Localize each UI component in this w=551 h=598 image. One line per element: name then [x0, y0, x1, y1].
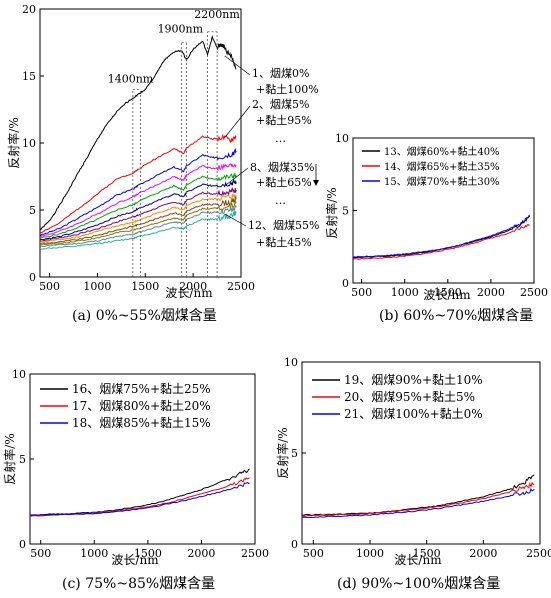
series-line — [39, 163, 237, 238]
y-tick-label: 0 — [291, 538, 298, 551]
x-tick-label: 500 — [303, 547, 324, 560]
chart-panel-b: 500 1000 1500 2000 2500 0 5 10 波长/nm 反射率/% 13、烟煤60… — [324, 132, 548, 302]
x-tick-label: 2000 — [477, 286, 505, 299]
x-tick-label: 2500 — [227, 280, 255, 293]
x-tick-label: 500 — [351, 286, 372, 299]
label-leader-line — [224, 213, 247, 227]
sample-label: … — [275, 132, 286, 145]
y-tick-label: 20 — [22, 3, 36, 16]
x-tick-label: 1000 — [80, 547, 108, 560]
chart-panel-a: 500 1000 1500 2000 2500 0 5 10 15 20 波长/nm 反射率/% 140… — [6, 3, 319, 300]
y-tick-label: 5 — [29, 204, 36, 217]
x-axis-label: 波长/nm — [394, 553, 442, 567]
y-tick-label: 0 — [29, 271, 36, 284]
legend-label: 14、烟煤65%+黏土35% — [384, 160, 500, 173]
legend-label: 21、烟煤100%+黏土0% — [344, 407, 483, 421]
series-line — [39, 178, 237, 241]
series-line — [39, 186, 237, 242]
chart-panel-d: 500 1000 1500 2000 2500 0 5 10 波长/nm 反射率/% 19、烟煤90… — [275, 356, 551, 567]
series-line — [39, 147, 237, 237]
peak-label: 1900nm — [158, 22, 204, 35]
y-tick-label: 10 — [335, 132, 349, 145]
x-tick-label: 1500 — [413, 547, 441, 560]
sample-label: … — [275, 194, 286, 207]
sample-label: +黏土45% — [256, 235, 312, 249]
sample-label: 8、烟煤35% — [250, 160, 314, 174]
caption-b: (b) 60%~70%烟煤含量 — [379, 308, 534, 324]
x-tick-label: 1000 — [83, 280, 111, 293]
plot-frame — [352, 137, 535, 284]
x-axis-label: 波长/nm — [165, 286, 213, 300]
sample-label: +黏土95% — [256, 113, 312, 127]
caption-c: (c) 75%~85%烟煤含量 — [62, 576, 216, 592]
peak-label: 2200nm — [194, 8, 240, 21]
series-line — [39, 133, 237, 234]
y-tick-label: 0 — [342, 277, 349, 290]
legend-label: 17、烟煤80%+黏土20% — [72, 399, 211, 413]
series-line — [29, 482, 250, 516]
series-line — [352, 223, 530, 260]
x-axis-label: 波长/nm — [111, 553, 159, 567]
legend-label: 16、烟煤75%+黏土25% — [72, 382, 211, 396]
y-tick-label: 15 — [22, 70, 36, 83]
series-line — [352, 215, 530, 259]
sample-label: 1、烟煤0% — [252, 66, 309, 80]
chart-panel-c: 500 1000 1500 2000 2500 0 5 10 波长/nm 反射率/% 16、烟煤75… — [2, 368, 269, 567]
x-tick-label: 2000 — [469, 547, 497, 560]
y-tick-label: 5 — [291, 447, 298, 460]
x-tick-label: 500 — [39, 280, 60, 293]
y-tick-label: 5 — [342, 205, 349, 218]
legend-label: 15、烟煤70%+黏土30% — [384, 175, 500, 188]
x-tick-label: 2000 — [187, 547, 215, 560]
sample-label: 12、烟煤55% — [248, 218, 319, 232]
y-tick-label: 10 — [22, 137, 36, 150]
series-line — [352, 214, 531, 258]
x-tick-label: 500 — [30, 547, 51, 560]
x-tick-label: 1500 — [434, 286, 462, 299]
y-axis-label: 反射率/% — [6, 117, 21, 168]
y-tick-label: 0 — [19, 538, 26, 551]
series-line — [301, 481, 535, 517]
x-tick-label: 1000 — [356, 547, 384, 560]
y-axis-label: 反射率/% — [275, 427, 290, 478]
label-leader-line — [224, 105, 251, 138]
x-tick-label: 1500 — [134, 547, 162, 560]
legend-label: 19、烟煤90%+黏土10% — [344, 373, 483, 387]
x-tick-label: 1500 — [131, 280, 159, 293]
caption-a: (a) 0%~55%烟煤含量 — [72, 308, 217, 324]
x-tick-label: 2500 — [526, 547, 551, 560]
y-axis-label: 反射率/% — [324, 187, 339, 238]
x-tick-label: 2500 — [241, 547, 269, 560]
label-leader-line — [224, 55, 251, 76]
series-line — [301, 487, 535, 519]
y-tick-label: 10 — [12, 368, 26, 381]
legend-label: 20、烟煤95%+黏土5% — [344, 390, 475, 404]
sample-label: 2、烟煤5% — [252, 97, 309, 111]
peak-label: 1400nm — [108, 73, 154, 86]
y-tick-label: 10 — [284, 356, 298, 369]
sample-label: +黏土65% — [256, 175, 312, 189]
x-axis-label: 波长/nm — [423, 288, 471, 302]
x-tick-label: 1000 — [391, 286, 419, 299]
sample-label: +黏土100% — [256, 82, 319, 96]
x-tick-label: 2500 — [520, 286, 548, 299]
legend-label: 18、烟煤85%+黏土15% — [72, 416, 211, 430]
label-leader-line — [224, 167, 249, 187]
x-tick-label: 2000 — [179, 280, 207, 293]
order-arrow-head — [313, 180, 319, 186]
series-line — [39, 173, 237, 239]
caption-d: (d) 90%~100%烟煤含量 — [337, 576, 501, 592]
y-tick-label: 5 — [19, 453, 26, 466]
y-axis-label: 反射率/% — [2, 433, 17, 484]
legend-label: 13、烟煤60%+黏土40% — [384, 145, 500, 158]
series-line — [39, 34, 237, 231]
